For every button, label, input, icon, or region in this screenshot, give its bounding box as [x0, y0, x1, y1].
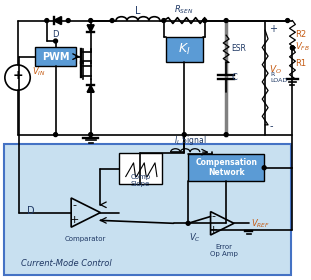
Circle shape — [186, 221, 190, 225]
Text: $V_O$: $V_O$ — [269, 64, 282, 76]
Text: $I_L$ Signal: $I_L$ Signal — [174, 134, 207, 147]
FancyBboxPatch shape — [35, 47, 76, 66]
Text: $R_{SEN}$: $R_{SEN}$ — [174, 3, 194, 16]
Polygon shape — [87, 25, 94, 32]
Text: Comparator: Comparator — [65, 236, 106, 242]
Text: +: + — [269, 24, 277, 34]
Text: +: + — [12, 69, 23, 82]
Polygon shape — [87, 85, 94, 92]
Text: R2: R2 — [295, 30, 307, 39]
Circle shape — [224, 18, 228, 22]
Circle shape — [182, 133, 186, 137]
Text: Comp: Comp — [130, 174, 151, 179]
Text: D: D — [27, 206, 35, 216]
Text: C: C — [231, 73, 237, 81]
Circle shape — [203, 18, 207, 22]
Text: +: + — [209, 225, 218, 235]
Circle shape — [290, 46, 295, 50]
Circle shape — [290, 46, 295, 50]
Text: Error
Op Amp: Error Op Amp — [210, 244, 238, 257]
Text: Slope: Slope — [131, 181, 150, 187]
Text: -: - — [211, 211, 216, 221]
Polygon shape — [53, 17, 61, 24]
FancyBboxPatch shape — [166, 37, 203, 62]
Text: ESR: ESR — [231, 44, 246, 53]
Text: -: - — [72, 200, 76, 210]
Text: -: - — [269, 121, 272, 131]
Text: D: D — [52, 30, 59, 39]
Circle shape — [53, 133, 58, 137]
Text: Current-Mode Control: Current-Mode Control — [21, 259, 112, 268]
Circle shape — [45, 18, 49, 22]
Circle shape — [262, 166, 266, 170]
FancyBboxPatch shape — [188, 154, 264, 181]
Circle shape — [53, 39, 58, 43]
Text: R
LOAD: R LOAD — [270, 72, 287, 83]
Text: PWM: PWM — [42, 52, 69, 62]
FancyBboxPatch shape — [4, 144, 291, 275]
Text: R1: R1 — [295, 59, 307, 68]
Circle shape — [66, 18, 70, 22]
Circle shape — [110, 18, 114, 22]
Circle shape — [89, 18, 93, 22]
Circle shape — [224, 133, 228, 137]
Text: $V_C$: $V_C$ — [189, 231, 201, 244]
Circle shape — [162, 18, 166, 22]
Text: $V_{FB}$: $V_{FB}$ — [295, 41, 310, 53]
Text: $K_I$: $K_I$ — [178, 42, 191, 57]
Text: $V_{IN}$: $V_{IN}$ — [32, 66, 46, 78]
Circle shape — [285, 18, 290, 22]
Text: L: L — [135, 6, 141, 16]
Text: Compensation
Network: Compensation Network — [195, 158, 257, 178]
Text: $V_{REF}$: $V_{REF}$ — [251, 217, 270, 230]
Circle shape — [89, 133, 93, 137]
FancyBboxPatch shape — [119, 153, 162, 184]
Text: +: + — [69, 215, 79, 225]
